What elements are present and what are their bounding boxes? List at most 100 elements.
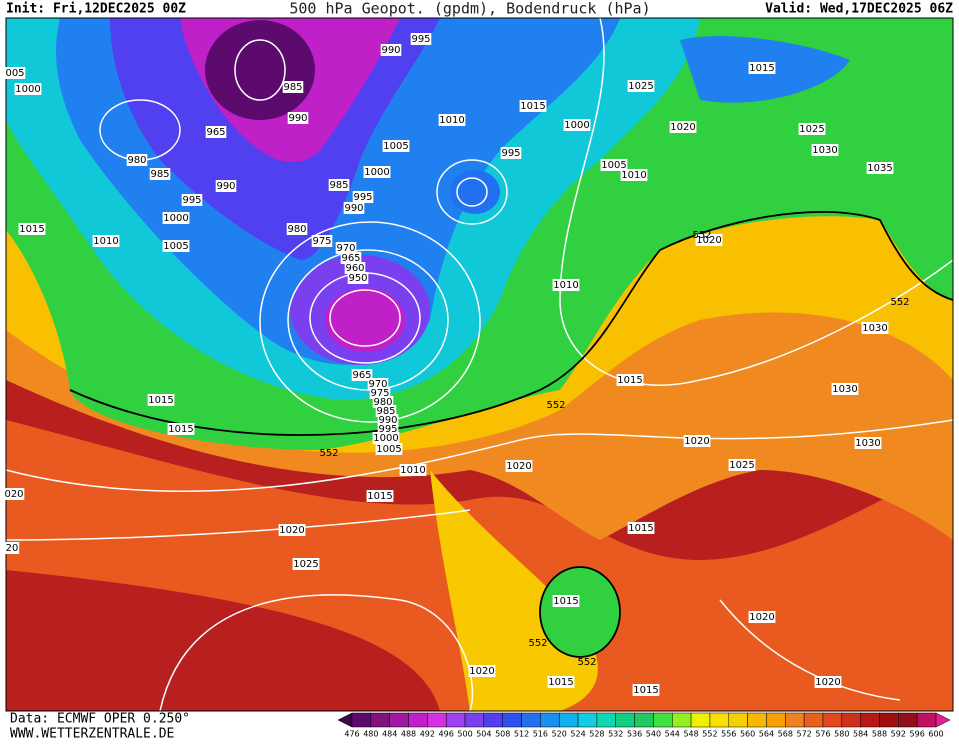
label-box	[147, 394, 175, 406]
colorbar-label: 488	[401, 730, 416, 739]
isobar-label: 1025	[628, 81, 653, 92]
colorbar-label: 592	[891, 730, 906, 739]
label-box	[149, 168, 171, 180]
isobar-label: 960	[345, 263, 364, 274]
colorbar-box	[615, 712, 635, 728]
site: WWW.WETTERZENTRALE.DE	[10, 727, 174, 742]
colorbar-label: 544	[665, 730, 680, 739]
isobar-label: 1010	[400, 465, 425, 476]
colorbar-label: 536	[627, 730, 642, 739]
colorbar-box	[540, 712, 560, 728]
label-box	[375, 443, 403, 455]
label-box	[4, 67, 26, 79]
label-box	[669, 121, 697, 133]
colorbar-box	[822, 712, 843, 728]
label-box	[4, 542, 20, 554]
colorbar-box	[766, 712, 786, 728]
label-box	[552, 595, 580, 607]
isobar-label: 1020	[670, 122, 695, 133]
label-box	[500, 147, 522, 159]
isobar-label: 1020	[279, 525, 304, 536]
isobar-label: 995	[501, 148, 520, 159]
label-box	[563, 119, 591, 131]
label-box	[854, 437, 882, 449]
isobar-label: 1000	[15, 84, 40, 95]
colorbar-label: 588	[872, 730, 887, 739]
isobar	[259, 221, 481, 423]
colorbar-label: 520	[552, 730, 567, 739]
isobar-label: 1020	[506, 461, 531, 472]
colorbar-box	[747, 712, 767, 728]
colorbar-box	[521, 712, 541, 728]
colorbar-box	[351, 712, 372, 728]
isobar-label: 552	[692, 230, 711, 241]
isobar-label: 995	[378, 424, 397, 435]
label-box	[519, 100, 547, 112]
colorbar-label: 516	[533, 730, 548, 739]
colorbar-box	[709, 712, 730, 728]
colorbar-label: 548	[683, 730, 698, 739]
contour-line	[69, 211, 954, 436]
isobar-label: 552	[546, 400, 565, 411]
label-box	[728, 459, 756, 471]
label-box	[286, 223, 308, 235]
isobar-label: 1015	[617, 375, 642, 386]
label-box	[748, 611, 776, 623]
isobar-label: 990	[288, 113, 307, 124]
init-label: Init: Fri,12DEC2025 00Z	[6, 2, 186, 17]
label-box	[627, 80, 655, 92]
label-box	[798, 123, 826, 135]
colorbar-box	[916, 712, 937, 728]
contour-552	[69, 211, 954, 658]
label-box	[366, 490, 394, 502]
label-box	[410, 33, 432, 45]
isobar	[329, 289, 401, 347]
colorbar-box	[728, 712, 748, 728]
isobar	[456, 177, 488, 207]
isobar-label: 950	[348, 273, 367, 284]
isobar-label: 965	[341, 253, 360, 264]
isobar-label: 985	[150, 169, 169, 180]
title: 500 hPa Geopot. (gpdm), Bodendruck (hPa)	[289, 0, 650, 18]
label-box	[92, 235, 120, 247]
colorbar-box	[483, 712, 503, 728]
colorbar-label: 572	[796, 730, 811, 739]
isobar-label: 1015	[520, 101, 545, 112]
isobar	[719, 599, 901, 701]
isobar-label: 1030	[855, 438, 880, 449]
colorbar-label: 532	[608, 730, 623, 739]
colorbar-box	[370, 712, 390, 728]
field-low-magenta	[325, 288, 405, 352]
label-box	[831, 383, 859, 395]
label-box	[861, 322, 889, 334]
isobar-label: 1010	[93, 236, 118, 247]
header-bar	[0, 0, 959, 18]
colorbar-label: 564	[759, 730, 774, 739]
isobar-label: 1010	[439, 115, 464, 126]
label-box	[505, 460, 533, 472]
label-box	[363, 166, 391, 178]
label-box	[632, 684, 660, 696]
label-box	[287, 112, 309, 124]
label-box	[335, 242, 357, 254]
isobar-label: 980	[127, 155, 146, 166]
isobar-label: 1030	[832, 384, 857, 395]
colorbar-label: 556	[721, 730, 736, 739]
map-field	[6, 18, 953, 711]
colorbar-label: 540	[646, 730, 661, 739]
isobar-label: 1020	[815, 677, 840, 688]
colorbar-box	[841, 712, 861, 728]
isobar-label: 1015	[628, 523, 653, 534]
isobar	[5, 419, 954, 492]
label-box	[600, 159, 628, 171]
label-box	[340, 252, 362, 264]
isobar-label: 1015	[633, 685, 658, 696]
map-frame	[5, 17, 954, 712]
colorbar-label: 596	[910, 730, 925, 739]
isobar-label: 990	[381, 45, 400, 56]
colorbar-label: 496	[439, 730, 454, 739]
isobar-label: 005	[5, 68, 24, 79]
label-box	[347, 272, 369, 284]
